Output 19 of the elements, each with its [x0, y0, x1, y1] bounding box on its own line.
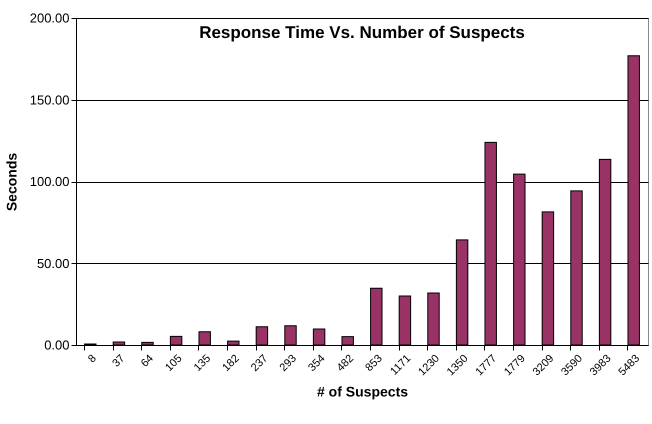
x-tick-label: 8: [86, 352, 99, 366]
x-tick-label: 37: [110, 352, 128, 370]
x-tick-label: 293: [278, 352, 299, 374]
x-tick-label: 105: [163, 352, 185, 374]
x-tick-label: 64: [138, 352, 156, 370]
y-tick-label: 50.00: [36, 256, 70, 271]
x-tick-label: 354: [306, 352, 328, 374]
x-tick-label: 182: [220, 352, 242, 374]
y-tick-label: 0.00: [44, 338, 70, 352]
x-axis-title: # of Suspects: [316, 384, 408, 400]
x-tick-label: 853: [363, 352, 385, 374]
y-axis-title: Seconds: [4, 152, 20, 212]
y-tick-label: 200.00: [30, 10, 70, 26]
x-tick-label: 135: [192, 352, 214, 374]
chart-title: Response Time Vs. Number of Suspects: [199, 23, 525, 42]
y-tick-label: 150.00: [30, 92, 70, 108]
x-tick-label: 237: [248, 352, 270, 374]
y-tick-label: 100.00: [30, 174, 70, 189]
x-tick-label: 482: [334, 352, 356, 374]
